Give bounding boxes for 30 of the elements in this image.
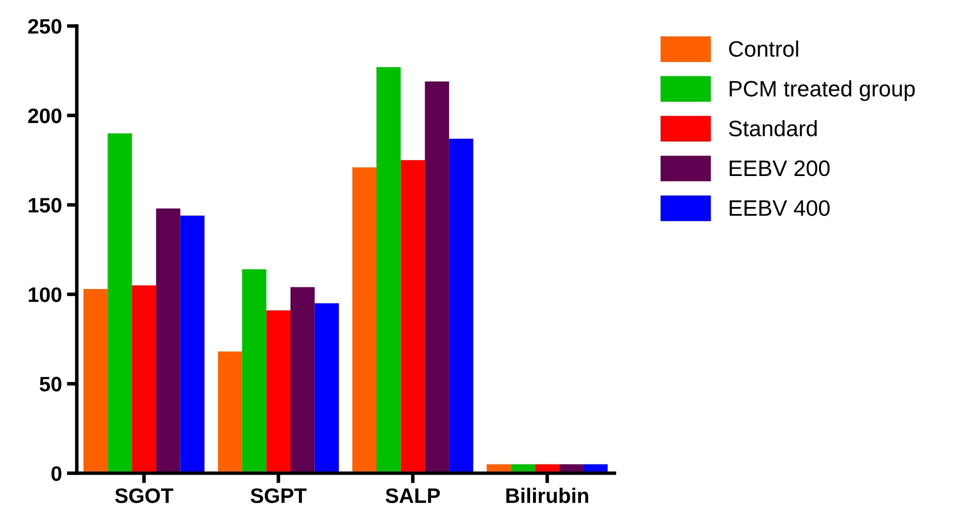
legend-label: Standard (728, 120, 817, 136)
x-tick-label: SALP (386, 488, 440, 504)
bar (156, 208, 180, 474)
bar (314, 303, 339, 474)
y-tick-label: 250 (28, 19, 62, 34)
bar (424, 81, 450, 474)
legend-label: Control (729, 40, 798, 57)
bar (400, 160, 425, 474)
legend-label: PCM treated group (730, 80, 915, 101)
bar (449, 138, 474, 474)
bar (376, 67, 401, 474)
y-tick-label: 200 (28, 108, 62, 124)
bar (352, 167, 377, 474)
y-tick-label: 0 (51, 466, 62, 481)
bar (242, 269, 266, 474)
bar (84, 288, 108, 474)
legend-label: EEBV 200 (730, 160, 830, 176)
bar (290, 287, 315, 474)
bar (266, 310, 290, 474)
x-tick-label: SGPT (250, 488, 307, 504)
bar (108, 133, 132, 474)
bar (180, 216, 204, 474)
y-tick-label: 100 (28, 287, 62, 302)
y-tick-label: 150 (28, 198, 62, 213)
bar (218, 352, 242, 474)
x-tick-label: SGOT (115, 488, 174, 504)
legend-label: EEBV 400 (730, 200, 830, 216)
x-tick-label: Bilirubin (506, 488, 588, 504)
y-tick-label: 50 (40, 376, 62, 392)
bar (132, 285, 156, 474)
